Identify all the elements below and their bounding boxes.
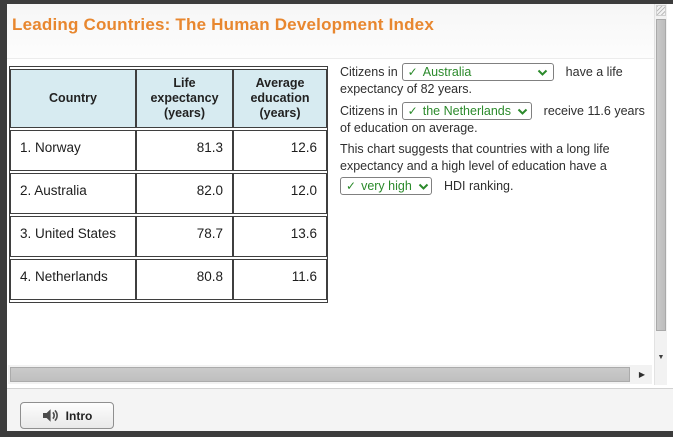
sentence-2-line-2: of education on average. — [340, 121, 478, 135]
column-header-average-education: Average education (years) — [233, 69, 327, 128]
sentence-3-line-1: This chart suggests that countries with … — [340, 142, 610, 156]
column-header-country: Country — [10, 69, 136, 128]
dropdown-selected-value: the Netherlands — [422, 103, 511, 118]
activity-window: Leading Countries: The Human Development… — [7, 4, 673, 431]
checkmark-icon: ✓ — [407, 64, 418, 79]
cell-average-education: 12.0 — [233, 173, 327, 214]
cell-average-education: 12.6 — [233, 130, 327, 171]
sentence-1-after: have a life — [565, 64, 623, 79]
cell-average-education: 13.6 — [233, 216, 327, 257]
title-bar: Leading Countries: The Human Development… — [7, 4, 660, 59]
cell-life-expectancy: 81.3 — [136, 130, 233, 171]
cell-life-expectancy: 78.7 — [136, 216, 233, 257]
table-header-row: Country Life expectancy (years) Average … — [10, 69, 327, 128]
chevron-down-icon — [537, 69, 547, 76]
horizontal-scrollbar-thumb[interactable] — [10, 367, 630, 382]
sentence-1-before: Citizens in — [340, 64, 398, 79]
cell-life-expectancy: 82.0 — [136, 173, 233, 214]
speaker-icon — [42, 409, 58, 422]
table-row: 2. Australia 82.0 12.0 — [10, 173, 327, 214]
sentence-2-after: receive 11.6 years — [543, 103, 645, 118]
checkmark-icon: ✓ — [346, 178, 357, 193]
cell-country: 3. United States — [10, 216, 136, 257]
sentence-3-after: HDI ranking. — [444, 178, 514, 193]
scroll-down-arrow-icon[interactable]: ▼ — [657, 354, 665, 361]
cell-life-expectancy: 80.8 — [136, 259, 233, 300]
cell-average-education: 11.6 — [233, 259, 327, 300]
cell-country: 1. Norway — [10, 130, 136, 171]
exercise-text: Citizens in ✓ Australia have a life expe… — [340, 63, 646, 199]
table-row: 4. Netherlands 80.8 11.6 — [10, 259, 327, 300]
answer-dropdown-education-country[interactable]: ✓ the Netherlands — [401, 102, 532, 120]
cell-country: 2. Australia — [10, 173, 136, 214]
cell-country: 4. Netherlands — [10, 259, 136, 300]
scrollbar-top-grip[interactable] — [656, 5, 666, 16]
intro-button-label: Intro — [65, 408, 93, 423]
answer-dropdown-life-expectancy-country[interactable]: ✓ Australia — [401, 63, 554, 81]
vertical-scrollbar-thumb[interactable] — [656, 19, 666, 331]
sentence-3-line-2: expectancy and a high level of education… — [340, 159, 607, 173]
chevron-down-icon — [418, 183, 429, 190]
sentence-2-before: Citizens in — [340, 103, 398, 118]
sentence-3: This chart suggests that countries with … — [340, 141, 646, 195]
dropdown-selected-value: Australia — [422, 64, 472, 79]
sentence-1: Citizens in ✓ Australia have a life expe… — [340, 63, 646, 98]
column-header-life-expectancy: Life expectancy (years) — [136, 69, 233, 128]
checkmark-icon: ✓ — [407, 103, 418, 118]
intro-button[interactable]: Intro — [20, 402, 114, 429]
answer-dropdown-hdi-ranking[interactable]: ✓ very high — [340, 177, 432, 195]
hdi-table: Country Life expectancy (years) Average … — [9, 66, 328, 303]
bottom-toolbar: Intro — [7, 388, 673, 431]
horizontal-scrollbar[interactable]: ▶ — [8, 365, 652, 384]
chevron-down-icon — [517, 108, 528, 115]
sentence-2: Citizens in ✓ the Netherlands receive 11… — [340, 102, 646, 137]
sentence-1-line-2: expectancy of 82 years. — [340, 82, 473, 96]
page-title: Leading Countries: The Human Development… — [12, 15, 434, 34]
vertical-scrollbar[interactable]: ▼ — [654, 4, 667, 385]
scroll-right-arrow-icon[interactable]: ▶ — [638, 370, 646, 379]
dropdown-selected-value: very high — [361, 178, 412, 193]
table-row: 3. United States 78.7 13.6 — [10, 216, 327, 257]
table-row: 1. Norway 81.3 12.6 — [10, 130, 327, 171]
